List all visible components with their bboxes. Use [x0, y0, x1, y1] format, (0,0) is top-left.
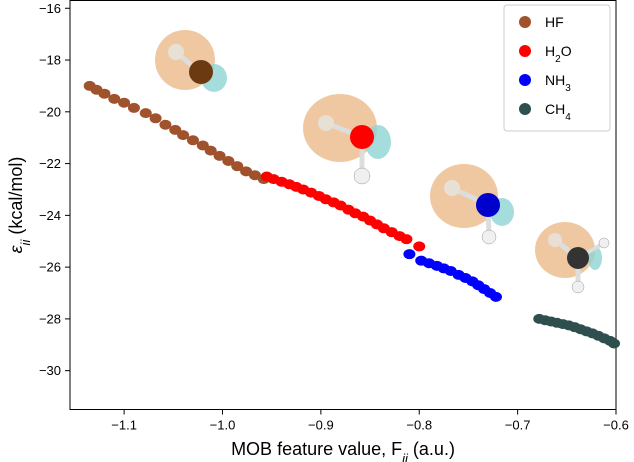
- point-ch4: [608, 338, 621, 349]
- legend-marker-hf: [519, 16, 531, 28]
- point-hf: [98, 88, 111, 99]
- point-hf: [222, 155, 235, 166]
- point-hf: [204, 145, 217, 156]
- point-hf: [248, 170, 261, 181]
- point-hf: [240, 166, 253, 177]
- point-hf: [213, 150, 226, 161]
- legend-label-nh3: NH3: [545, 72, 571, 94]
- y-tick-label: −24: [39, 208, 61, 223]
- point-hf: [139, 108, 152, 119]
- point-hf: [108, 93, 121, 104]
- legend-marker-nh3: [519, 74, 531, 86]
- y-tick-label: −16: [39, 1, 61, 16]
- x-tick-label: −0.6: [603, 418, 629, 433]
- molecule-h2o-illustration: [303, 94, 391, 185]
- legend: HF H2O NH3 CH4: [503, 4, 611, 132]
- x-tick-label: −0.9: [308, 418, 334, 433]
- x-tick-label: −1.0: [210, 418, 236, 433]
- point-hf: [177, 130, 190, 141]
- x-tick-label: −1.1: [111, 418, 137, 433]
- molecule-nh3-illustration: [430, 164, 514, 245]
- y-tick-label: −22: [39, 156, 61, 171]
- point-hf: [127, 102, 140, 113]
- point-hf: [149, 113, 162, 124]
- point-h2o: [413, 241, 426, 252]
- point-hf: [231, 161, 244, 172]
- y-axis-label-sub: ii: [18, 239, 33, 246]
- legend-marker-ch4: [519, 103, 531, 115]
- x-axis-label: MOB feature value, Fii (a.u.): [231, 439, 455, 462]
- y-tick-label: −18: [39, 53, 61, 68]
- y-axis-ticks: −16 −18 −20 −22 −24 −26 −28 −30: [39, 1, 70, 378]
- y-axis-label-main: ε: [6, 244, 26, 253]
- legend-marker-h2o: [519, 45, 531, 57]
- point-nh3: [489, 291, 502, 302]
- data-points: [83, 80, 621, 349]
- point-h2o: [400, 234, 413, 245]
- legend-label-h2o: H2O: [545, 43, 572, 65]
- point-hf: [159, 119, 172, 130]
- point-hf: [118, 97, 131, 108]
- x-axis-label-unit: (a.u.): [408, 439, 455, 459]
- legend-label-hf: HF: [545, 14, 564, 30]
- y-tick-label: −30: [39, 363, 61, 378]
- x-tick-label: −0.8: [406, 418, 432, 433]
- y-tick-label: −20: [39, 104, 61, 119]
- plot-frame: [69, 0, 617, 410]
- x-tick-label: −0.7: [505, 418, 531, 433]
- x-axis-ticks: −1.1 −1.0 −0.9 −0.8 −0.7 −0.6: [111, 409, 629, 433]
- point-nh3: [403, 249, 416, 260]
- legend-box: [503, 4, 611, 132]
- point-hf: [186, 135, 199, 146]
- x-axis-label-main: MOB feature value, F: [231, 439, 402, 459]
- x-axis-label-sub: ii: [402, 451, 409, 462]
- y-tick-label: −28: [39, 311, 61, 326]
- y-tick-label: −26: [39, 260, 61, 275]
- y-axis-label-unit: (kcal/mol): [6, 157, 26, 240]
- legend-label-ch4: CH4: [545, 101, 571, 123]
- molecule-hf-illustration: [155, 30, 227, 92]
- y-axis-label: εii (kcal/mol): [6, 157, 33, 254]
- molecule-ch4-illustration: [535, 222, 610, 294]
